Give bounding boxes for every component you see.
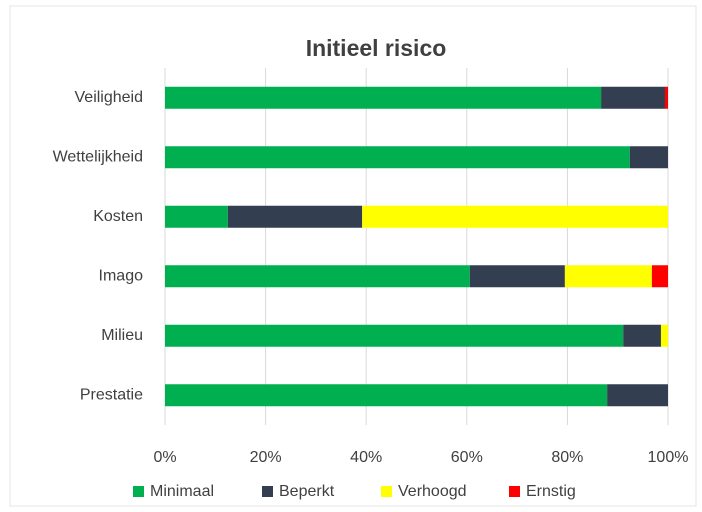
bar-segment [607, 384, 668, 407]
y-tick-label: Imago [99, 267, 144, 284]
bar-segment [601, 86, 665, 109]
bar-segment [664, 86, 668, 109]
legend-swatch [262, 486, 273, 497]
legend-swatch [509, 486, 520, 497]
bar-segment [660, 324, 668, 347]
chart-title: Initieel risico [306, 35, 447, 61]
bar-segment [227, 205, 363, 228]
x-tick-label: 20% [250, 449, 282, 466]
x-tick-label: 0% [153, 449, 176, 466]
bar-segment [165, 265, 470, 288]
legend-label: Ernstig [526, 483, 576, 500]
y-tick-label: Wettelijkheid [53, 148, 143, 165]
y-tick-label: Kosten [93, 208, 143, 225]
bar-segment [165, 86, 602, 109]
y-tick-label: Prestatie [80, 386, 143, 403]
legend-label: Beperkt [279, 483, 335, 500]
bar-segment [623, 324, 661, 347]
legend-swatch [133, 486, 144, 497]
bar-segment [165, 146, 630, 169]
bar-segment [362, 205, 668, 228]
bar-segment [629, 146, 668, 169]
y-tick-label: Milieu [101, 327, 143, 344]
bar-segment [469, 265, 565, 288]
chart-frame [9, 5, 697, 507]
bar-segment [165, 205, 228, 228]
legend-label: Minimaal [150, 483, 214, 500]
bar-segment [651, 265, 668, 288]
bar-segment [564, 265, 652, 288]
x-tick-label: 40% [350, 449, 382, 466]
bar-segment [165, 324, 624, 347]
x-tick-label: 100% [648, 449, 689, 466]
legend-label: Verhoogd [398, 483, 467, 500]
legend-swatch [381, 486, 392, 497]
x-tick-label: 80% [551, 449, 583, 466]
y-tick-label: Veiligheid [75, 89, 144, 106]
x-tick-label: 60% [451, 449, 483, 466]
bar-segment [165, 384, 608, 407]
